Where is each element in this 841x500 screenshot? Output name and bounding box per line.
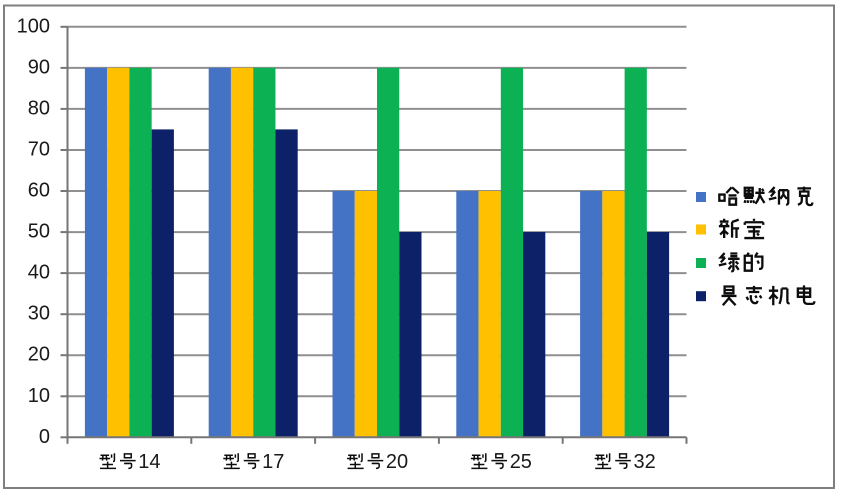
svg-text:14: 14 xyxy=(138,451,160,473)
svg-text:90: 90 xyxy=(28,56,50,78)
svg-text:50: 50 xyxy=(28,221,50,243)
svg-text:0: 0 xyxy=(39,426,50,448)
svg-text:32: 32 xyxy=(634,451,656,473)
svg-text:10: 10 xyxy=(28,385,50,407)
svg-text:40: 40 xyxy=(28,262,50,284)
svg-text:80: 80 xyxy=(28,97,50,119)
svg-text:30: 30 xyxy=(28,303,50,325)
svg-text:60: 60 xyxy=(28,180,50,202)
svg-text:17: 17 xyxy=(262,451,284,473)
svg-text:25: 25 xyxy=(510,451,532,473)
svg-text:100: 100 xyxy=(17,15,50,37)
svg-text:70: 70 xyxy=(28,139,50,161)
svg-text:20: 20 xyxy=(386,451,408,473)
svg-text:20: 20 xyxy=(28,344,50,366)
